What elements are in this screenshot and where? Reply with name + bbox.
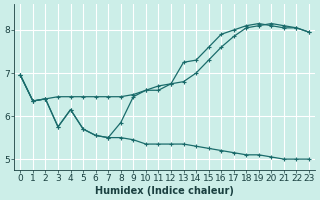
X-axis label: Humidex (Indice chaleur): Humidex (Indice chaleur)	[95, 186, 234, 196]
